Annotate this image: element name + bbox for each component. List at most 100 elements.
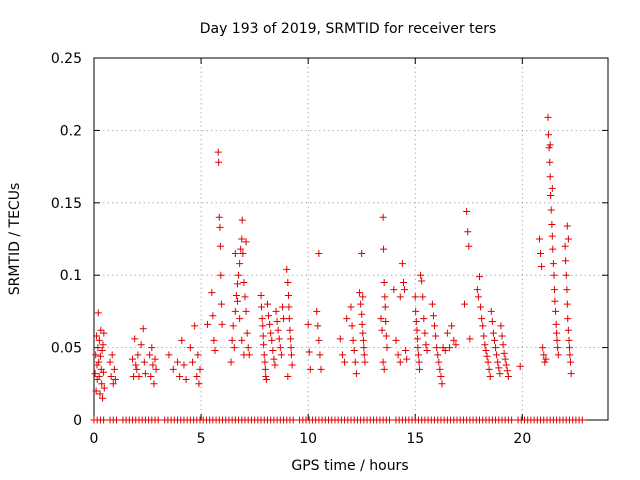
data-point: [463, 207, 471, 215]
data-point: [152, 365, 160, 373]
grid: [94, 58, 608, 420]
data-point: [129, 355, 137, 363]
data-point: [461, 300, 469, 308]
data-point: [139, 325, 147, 333]
data-point: [578, 416, 586, 424]
data-point: [273, 318, 281, 326]
data-point: [550, 286, 558, 294]
data-point: [358, 249, 366, 257]
data-point: [241, 293, 249, 301]
data-point: [431, 322, 439, 330]
data-point: [240, 278, 248, 286]
y-tick-label: 0.1: [60, 268, 82, 284]
data-point: [110, 365, 118, 373]
data-point: [413, 335, 421, 343]
data-point: [193, 373, 201, 381]
data-point: [359, 329, 367, 337]
data-point: [379, 213, 387, 221]
data-point: [267, 329, 275, 337]
x-tick-label: 15: [406, 431, 424, 447]
data-point: [134, 351, 142, 359]
data-point: [265, 312, 273, 320]
data-point: [501, 355, 509, 363]
data-point: [548, 221, 556, 229]
data-point: [479, 322, 487, 330]
data-point: [552, 320, 560, 328]
data-point: [356, 289, 364, 297]
data-point: [94, 344, 102, 352]
data-point: [347, 303, 355, 311]
data-point: [412, 318, 420, 326]
data-point: [133, 365, 141, 373]
data-point: [99, 368, 107, 376]
data-point: [218, 320, 226, 328]
data-point: [420, 315, 428, 323]
data-point: [381, 303, 389, 311]
data-point: [95, 373, 103, 381]
data-point: [539, 344, 547, 352]
data-point: [423, 346, 431, 354]
data-point: [415, 358, 423, 366]
data-point: [204, 320, 212, 328]
data-point: [419, 293, 427, 301]
data-point: [564, 315, 572, 323]
data-point: [285, 303, 293, 311]
data-point: [504, 373, 512, 381]
data-point: [210, 336, 218, 344]
data-point: [259, 322, 267, 330]
data-point: [382, 318, 390, 326]
data-points: [90, 113, 586, 424]
data-point: [95, 336, 103, 344]
data-point: [414, 344, 422, 352]
data-point: [149, 361, 157, 369]
data-point: [284, 291, 292, 299]
data-point: [553, 329, 561, 337]
data-point: [437, 373, 445, 381]
data-point: [358, 310, 366, 318]
data-point: [263, 300, 271, 308]
data-point: [554, 351, 562, 359]
data-point: [108, 351, 116, 359]
data-point: [211, 346, 219, 354]
data-point: [485, 365, 493, 373]
data-point: [411, 293, 419, 301]
data-point: [478, 315, 486, 323]
data-point: [261, 365, 269, 373]
data-point: [100, 329, 108, 337]
data-point: [546, 141, 554, 149]
data-point: [313, 307, 321, 315]
y-tick-label: 0.05: [51, 341, 82, 357]
data-point: [508, 416, 516, 424]
data-point: [147, 373, 155, 381]
data-point: [516, 362, 524, 370]
data-point: [553, 336, 561, 344]
data-point: [278, 303, 286, 311]
data-point: [317, 365, 325, 373]
data-point: [191, 322, 199, 330]
data-point: [545, 144, 553, 152]
data-point: [435, 358, 443, 366]
x-axis-label: GPS time / hours: [291, 458, 408, 474]
data-point: [169, 365, 177, 373]
data-point: [214, 148, 222, 156]
data-point: [231, 249, 239, 257]
data-point: [215, 158, 223, 166]
data-point: [91, 370, 99, 378]
data-point: [286, 326, 294, 334]
data-point: [401, 286, 409, 294]
data-point: [438, 380, 446, 388]
data-point: [259, 332, 267, 340]
data-point: [216, 223, 224, 231]
data-point: [227, 358, 235, 366]
data-point: [97, 326, 105, 334]
x-tick-label: 5: [197, 431, 206, 447]
data-point: [107, 373, 115, 381]
data-point: [196, 365, 204, 373]
data-point: [432, 332, 440, 340]
data-point: [180, 361, 188, 369]
data-point: [208, 289, 216, 297]
data-point: [551, 297, 559, 305]
data-point: [465, 242, 473, 250]
data-point: [443, 329, 451, 337]
